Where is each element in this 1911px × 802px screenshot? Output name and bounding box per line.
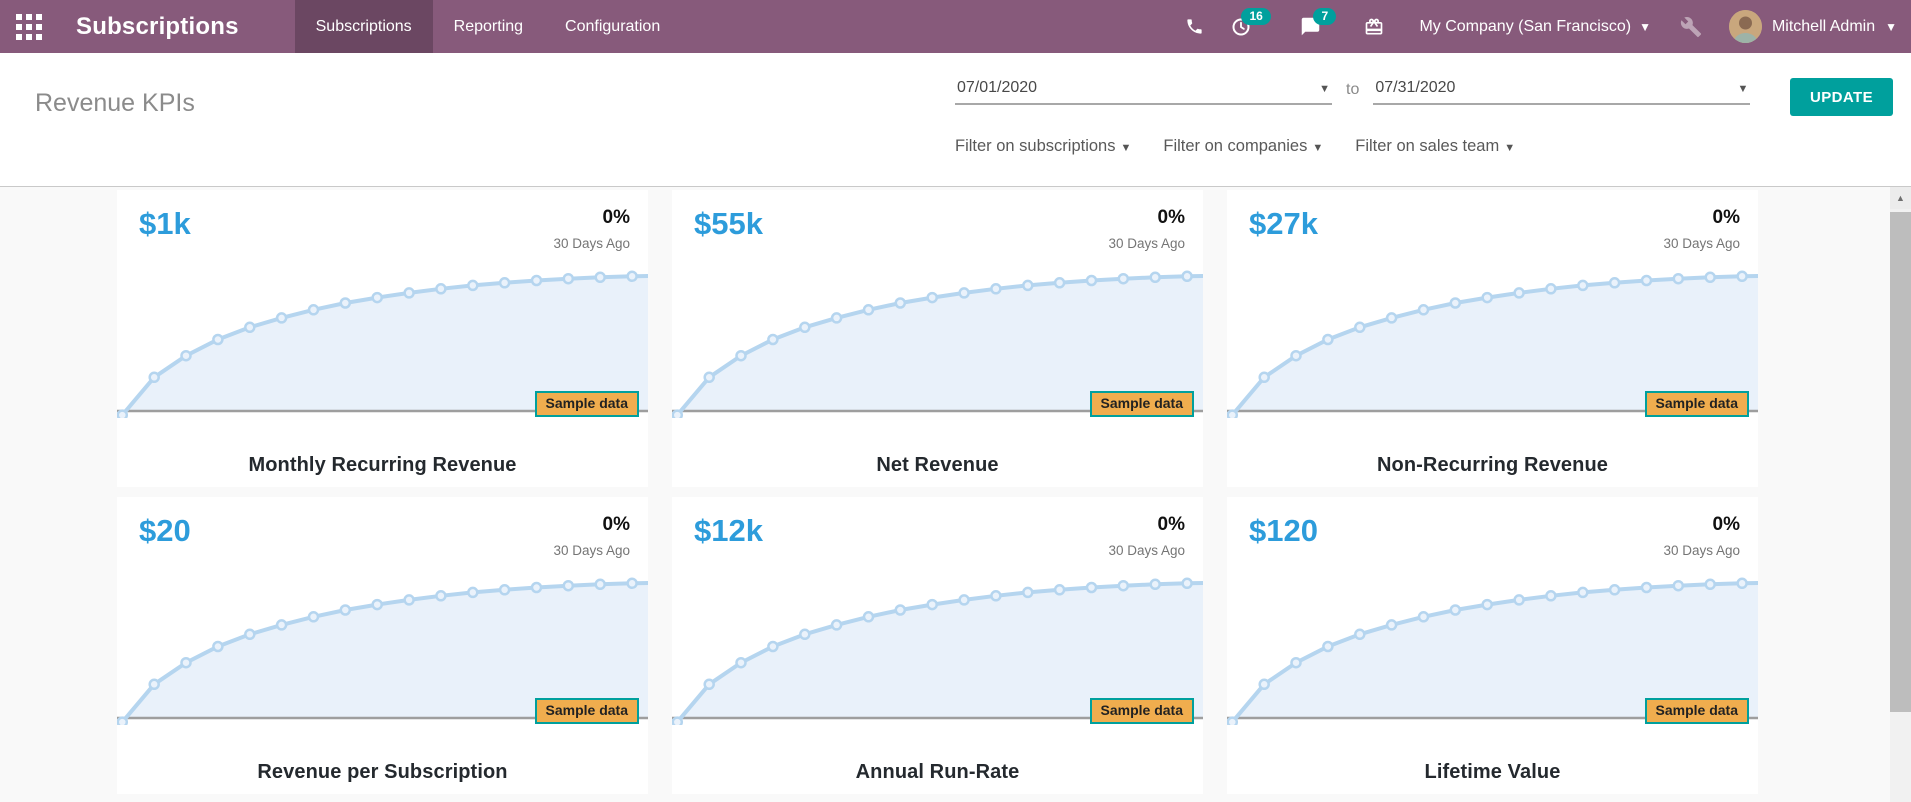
filters-row: Filter on subscriptions ▼ Filter on compa… <box>955 137 1515 156</box>
kpi-sparkline-chart <box>1227 270 1758 418</box>
kpi-change: 0% <box>602 514 630 535</box>
avatar <box>1728 10 1762 43</box>
navbar-right: 16 7 My Company (San Francisco) ▼ <box>1171 0 1911 53</box>
kpi-card-monthly-recurring-revenue: $1k 0% 30 Days Ago Sample data Monthly R… <box>117 190 648 487</box>
kpi-period-label: 30 Days Ago <box>553 235 630 251</box>
kpi-change: 0% <box>1157 207 1185 228</box>
page-title: Revenue KPIs <box>35 89 195 117</box>
kpi-change: 0% <box>1712 514 1740 535</box>
kpi-card-non-recurring-revenue: $27k 0% 30 Days Ago Sample data Non-Recu… <box>1227 190 1758 487</box>
date-to-value: 07/31/2020 <box>1375 79 1456 96</box>
app-title: Subscriptions <box>76 12 239 40</box>
scrollbar-up-arrow[interactable]: ▲ <box>1890 187 1911 209</box>
menu-item-configuration[interactable]: Configuration <box>565 17 661 35</box>
kpi-card-revenue-per-subscription: $20 0% 30 Days Ago Sample data Revenue p… <box>117 497 648 794</box>
kpi-value: $20 <box>139 513 191 548</box>
date-to-input[interactable]: 07/31/2020 ▼ <box>1373 75 1751 105</box>
filter-sales-team-label: Filter on sales team <box>1355 137 1500 155</box>
filter-companies-dropdown[interactable]: Filter on companies ▼ <box>1163 137 1323 156</box>
kpi-title: Non-Recurring Revenue <box>1376 454 1609 476</box>
chevron-down-icon: ▼ <box>1312 142 1324 154</box>
user-menu[interactable]: Mitchell Admin ▼ <box>1713 10 1897 43</box>
kpi-period-label: 30 Days Ago <box>1108 235 1185 251</box>
kpi-period-label: 30 Days Ago <box>1663 235 1740 251</box>
sample-data-badge: Sample data <box>1644 391 1749 417</box>
kpi-card-net-revenue: $55k 0% 30 Days Ago Sample data Net Reve… <box>672 190 1203 487</box>
kpi-change: 0% <box>1712 207 1740 228</box>
top-menu: Subscriptions Reporting Configuration <box>294 0 682 53</box>
apps-grid-icon[interactable] <box>0 0 58 53</box>
kpi-card-lifetime-value: $120 0% 30 Days Ago Sample data Lifetime… <box>1227 497 1758 794</box>
filter-companies-label: Filter on companies <box>1163 137 1308 155</box>
kpi-change: 0% <box>1157 514 1185 535</box>
kpi-value: $55k <box>694 206 763 241</box>
kpi-value: $12k <box>694 513 763 548</box>
date-from-dropdown-icon[interactable]: ▼ <box>1319 83 1330 95</box>
kpi-period-label: 30 Days Ago <box>553 542 630 558</box>
activities-button[interactable]: 16 <box>1217 0 1287 53</box>
kpi-period-label: 30 Days Ago <box>1108 542 1185 558</box>
kpi-title: Lifetime Value <box>1424 761 1561 783</box>
scrollbar-thumb[interactable] <box>1890 212 1911 712</box>
dashboard-content: $1k 0% 30 Days Ago Sample data Monthly R… <box>0 187 1911 802</box>
kpi-value: $1k <box>139 206 191 241</box>
kpi-title: Monthly Recurring Revenue <box>248 454 517 476</box>
kpi-sparkline-chart <box>672 577 1203 725</box>
kpi-value: $120 <box>1249 513 1318 548</box>
kpi-card-annual-run-rate: $12k 0% 30 Days Ago Sample data Annual R… <box>672 497 1203 794</box>
kpi-value: $27k <box>1249 206 1318 241</box>
kpi-period-label: 30 Days Ago <box>1663 542 1740 558</box>
sample-data-badge: Sample data <box>534 391 639 417</box>
phone-icon <box>1187 19 1202 34</box>
date-from-input[interactable]: 07/01/2020 ▼ <box>955 75 1332 105</box>
messages-button[interactable]: 7 <box>1287 0 1351 53</box>
update-button[interactable]: UPDATE <box>1790 78 1893 116</box>
date-range-to-label: to <box>1346 81 1360 98</box>
chevron-down-icon: ▼ <box>1885 19 1897 34</box>
user-name: Mitchell Admin <box>1771 17 1876 35</box>
date-range: 07/01/2020 ▼ to 07/31/2020 ▼ <box>955 75 1751 105</box>
sample-data-badge: Sample data <box>1644 698 1749 724</box>
kpi-change: 0% <box>602 207 630 228</box>
sample-data-badge: Sample data <box>1089 698 1194 724</box>
chevron-down-icon: ▼ <box>1120 142 1132 154</box>
rewards-button[interactable] <box>1351 0 1397 53</box>
activities-count-badge: 16 <box>1241 8 1271 25</box>
kpi-sparkline-chart <box>1227 577 1758 725</box>
wrench-icon <box>1680 16 1702 37</box>
date-to-dropdown-icon[interactable]: ▼ <box>1737 83 1749 95</box>
developer-tools-icon[interactable] <box>1669 16 1713 38</box>
kpi-cards-grid: $1k 0% 30 Days Ago Sample data Monthly R… <box>117 190 1758 794</box>
kpi-title: Revenue per Subscription <box>257 761 508 783</box>
top-navbar: Subscriptions Subscriptions Reporting Co… <box>0 0 1911 53</box>
kpi-sparkline-chart <box>117 270 648 418</box>
filter-subscriptions-dropdown[interactable]: Filter on subscriptions ▼ <box>955 137 1131 156</box>
kpi-sparkline-chart <box>117 577 648 725</box>
vertical-scrollbar[interactable]: ▲ <box>1890 187 1911 802</box>
company-switcher[interactable]: My Company (San Francisco) ▼ <box>1397 18 1669 36</box>
avatar-photo <box>1728 10 1762 43</box>
filter-subscriptions-label: Filter on subscriptions <box>955 137 1116 155</box>
messages-count-badge: 7 <box>1313 8 1337 25</box>
gift-icon <box>1366 18 1383 34</box>
kpi-title: Net Revenue <box>876 454 999 476</box>
voip-phone-button[interactable] <box>1171 0 1217 53</box>
chevron-down-icon: ▼ <box>1504 142 1516 154</box>
menu-item-reporting[interactable]: Reporting <box>453 17 524 35</box>
sample-data-badge: Sample data <box>1089 391 1194 417</box>
apps-grid-glyph <box>16 13 42 40</box>
chevron-down-icon: ▼ <box>1639 19 1651 34</box>
menu-item-subscriptions[interactable]: Subscriptions <box>294 0 433 53</box>
company-name: My Company (San Francisco) <box>1419 17 1632 35</box>
filter-sales-team-dropdown[interactable]: Filter on sales team ▼ <box>1355 137 1515 156</box>
sample-data-badge: Sample data <box>534 698 639 724</box>
control-panel: Revenue KPIs 07/01/2020 ▼ to 07/31/2020 … <box>0 53 1911 187</box>
date-from-value: 07/01/2020 <box>957 79 1038 96</box>
kpi-title: Annual Run-Rate <box>855 761 1020 783</box>
